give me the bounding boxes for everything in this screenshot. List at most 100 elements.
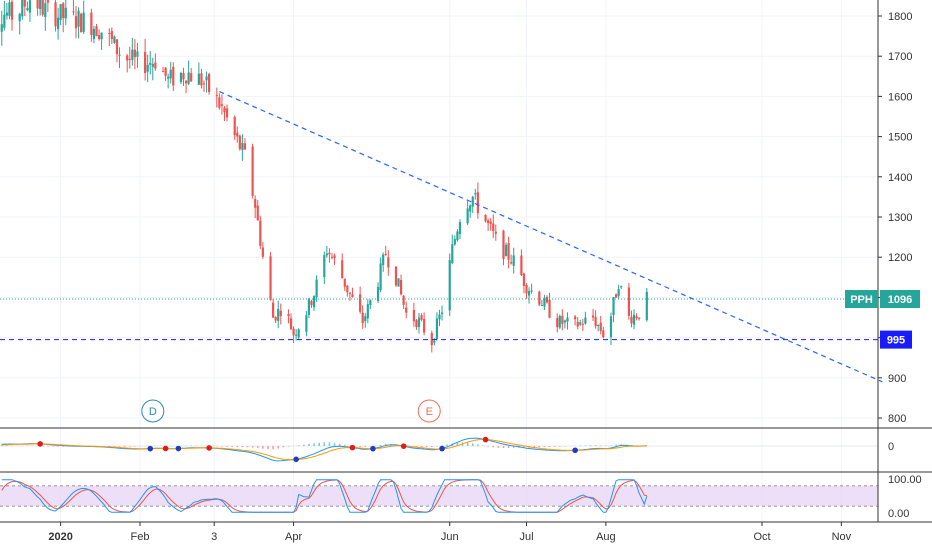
candle-body xyxy=(41,0,44,15)
candle-body xyxy=(100,32,103,40)
candle-body xyxy=(602,330,605,338)
x-tick-label: 2020 xyxy=(48,531,72,543)
x-tick-label: Aug xyxy=(596,531,616,543)
candle-body xyxy=(126,55,129,61)
candle-body xyxy=(609,316,613,338)
macd-histogram-bar xyxy=(364,446,367,447)
stoch-tick-label: 0.00 xyxy=(888,508,909,520)
candle-body xyxy=(259,220,262,246)
candle-body xyxy=(90,12,93,35)
candle-body xyxy=(376,286,380,301)
macd-histogram-bar xyxy=(128,446,131,447)
macd-histogram-bar xyxy=(256,446,259,449)
candle-body xyxy=(315,279,318,298)
candle-body xyxy=(8,2,11,16)
candle-body xyxy=(223,107,226,113)
candle-body xyxy=(254,199,257,208)
candle-body xyxy=(233,116,236,136)
candle-body xyxy=(312,296,316,308)
candle-body xyxy=(630,316,633,324)
macd-histogram-bar xyxy=(226,446,228,447)
macd-cross-dot xyxy=(162,445,169,452)
candle-body xyxy=(179,72,183,83)
candle-body xyxy=(205,76,208,81)
macd-histogram-bar xyxy=(318,442,320,446)
candle-body xyxy=(26,8,29,11)
candle-body xyxy=(187,72,190,84)
macd-histogram-bar xyxy=(343,444,346,446)
candle-body xyxy=(417,317,421,328)
macd-histogram-bar xyxy=(446,444,448,446)
candle-body xyxy=(330,256,334,258)
candle-body xyxy=(23,0,26,7)
candle-body xyxy=(82,12,85,32)
candle-body xyxy=(594,317,597,327)
event-marker-circle xyxy=(417,399,441,423)
candle-body xyxy=(545,297,549,303)
candle-body xyxy=(489,221,492,225)
candle-body xyxy=(3,14,6,28)
macd-histogram-bar xyxy=(359,446,361,447)
candle-body xyxy=(236,132,239,137)
macd-histogram-bar xyxy=(267,446,269,450)
x-tick-label: Jun xyxy=(441,531,459,543)
candle-body xyxy=(289,318,293,330)
macd-histogram-bar xyxy=(558,446,561,447)
candle-body xyxy=(469,205,472,212)
candle-body xyxy=(136,51,139,57)
event-marker-label: D xyxy=(149,406,157,418)
candle-body xyxy=(10,1,14,20)
candle-body xyxy=(458,222,462,234)
candle-body xyxy=(215,95,218,97)
stoch-band xyxy=(0,485,878,507)
descending-trendline xyxy=(219,91,883,383)
candle-body xyxy=(556,318,559,328)
candle-body xyxy=(161,71,165,73)
candle-body xyxy=(399,279,403,295)
y-tick-label: 1500 xyxy=(888,132,912,144)
chart-grid xyxy=(0,0,878,522)
macd-histogram-bar xyxy=(415,446,418,448)
macd-histogram-bar xyxy=(466,442,469,446)
candle-body xyxy=(97,35,101,40)
candle-body xyxy=(0,24,3,32)
candle-body xyxy=(433,340,436,343)
candle-body xyxy=(438,314,441,320)
candle-body xyxy=(597,325,600,327)
candle-body xyxy=(269,256,272,300)
candle-body xyxy=(115,39,119,55)
candle-body xyxy=(466,208,469,224)
macd-histogram-bar xyxy=(497,446,500,448)
macd-histogram-bar xyxy=(282,446,285,448)
macd-histogram-bar xyxy=(221,446,223,447)
macd-histogram-bar xyxy=(431,446,433,448)
candle-body xyxy=(476,192,479,214)
candle-body xyxy=(635,316,638,319)
symbol-tag xyxy=(845,290,878,309)
candle-body xyxy=(440,312,444,315)
macd-histogram-bar xyxy=(492,446,495,448)
macd-histogram-bar xyxy=(553,446,556,447)
macd-histogram-bar xyxy=(615,444,617,446)
candle-body xyxy=(241,142,244,151)
candle-body xyxy=(484,214,487,222)
candle-body xyxy=(617,288,620,296)
candle-body xyxy=(151,64,154,67)
candle-body xyxy=(361,312,364,324)
candlestick-series xyxy=(0,0,648,353)
last-price-label: 1096 xyxy=(888,294,912,306)
candle-body xyxy=(238,135,241,150)
macd-histogram-bar xyxy=(420,446,423,448)
chart-overlays xyxy=(0,91,883,383)
macd-panel: 0 xyxy=(0,436,894,463)
candle-body xyxy=(405,307,408,313)
candle-body xyxy=(566,317,569,322)
macd-histogram-bar xyxy=(241,446,244,448)
macd-cross-dot xyxy=(37,441,43,447)
candle-body xyxy=(527,291,531,296)
candle-body xyxy=(645,291,648,321)
candle-body xyxy=(184,80,188,84)
candle-body xyxy=(18,13,21,22)
candle-body xyxy=(272,302,275,318)
